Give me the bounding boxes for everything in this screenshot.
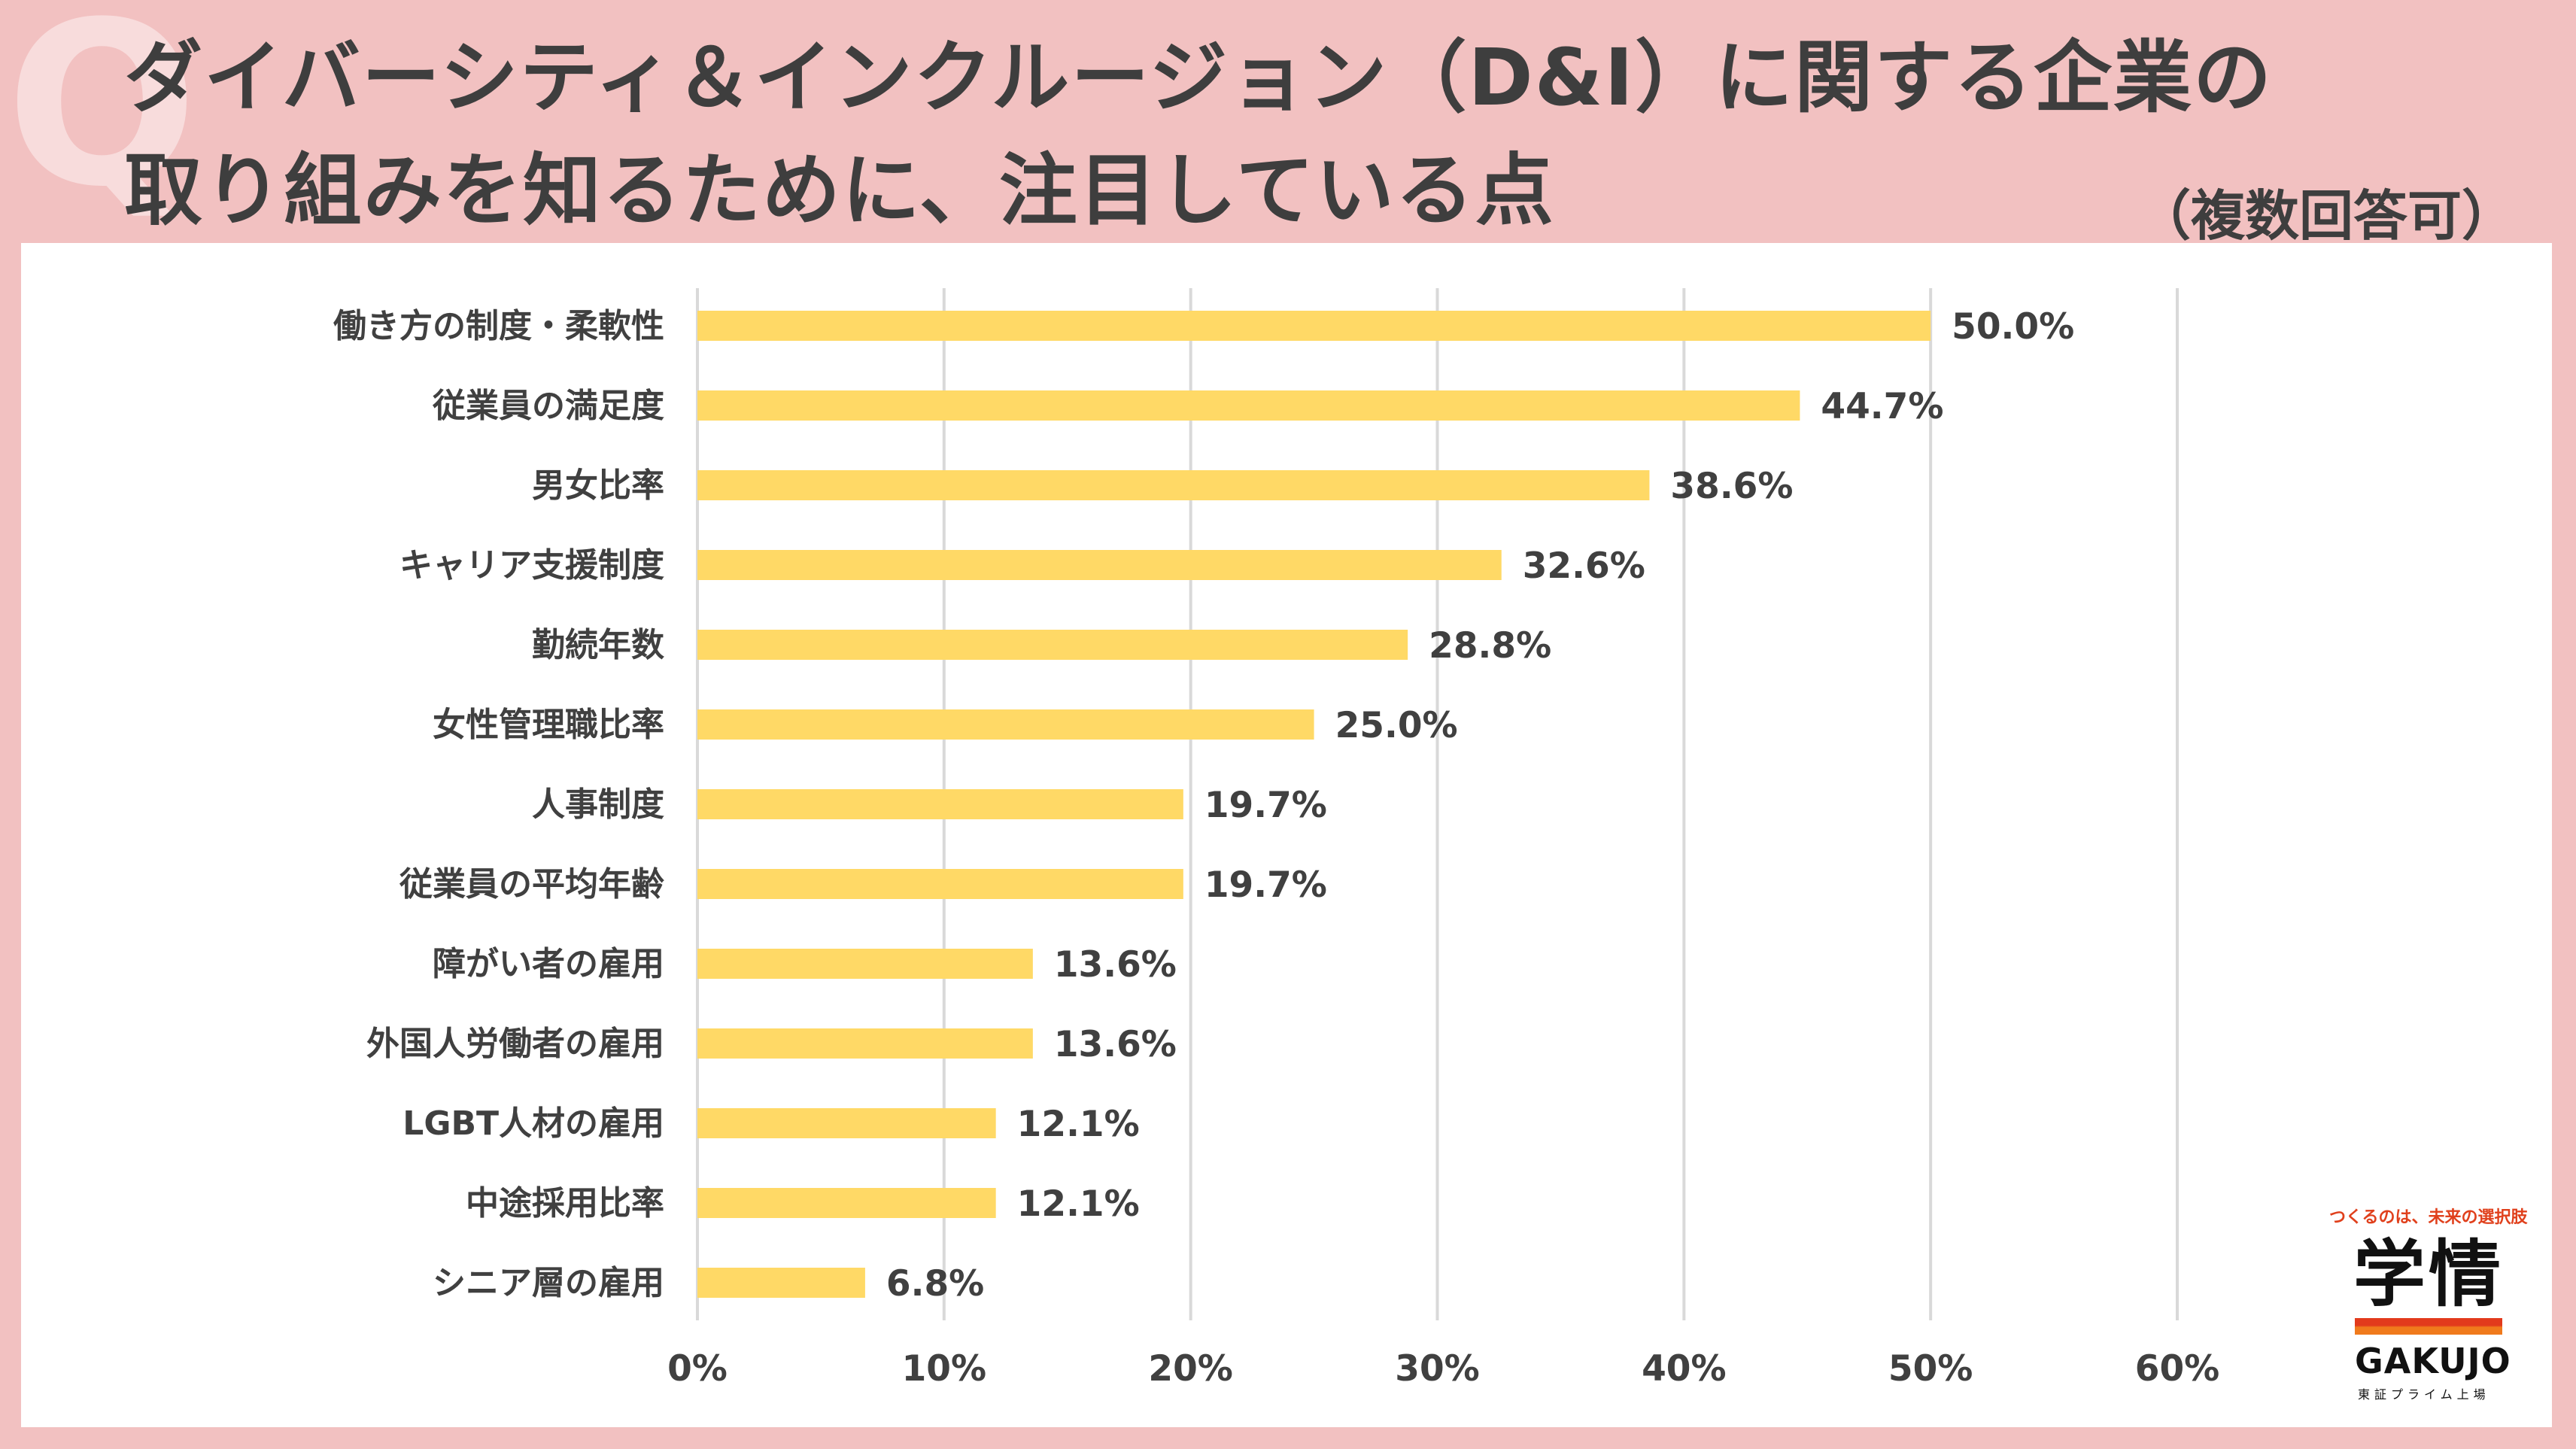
bar [697, 630, 1408, 660]
value-label: 12.1% [1017, 1104, 1140, 1145]
category-label: 中途採用比率 [466, 1184, 664, 1223]
x-tick-label: 0% [667, 1348, 728, 1390]
category-label: 勤続年数 [532, 626, 664, 664]
value-label: 19.7% [1204, 785, 1327, 826]
category-label: 従業員の満足度 [432, 387, 664, 425]
category-label: 障がい者の雇用 [433, 945, 664, 983]
value-label: 50.0% [1952, 306, 2074, 348]
category-label: LGBT人材の雇用 [402, 1104, 664, 1143]
category-label: キャリア支援制度 [399, 546, 664, 585]
bars [697, 311, 1931, 1298]
bar [697, 789, 1183, 819]
value-label: 32.6% [1523, 545, 1645, 587]
bar [697, 1188, 996, 1218]
category-label: 従業員の平均年齢 [399, 865, 664, 904]
bar [697, 311, 1931, 341]
x-tick-label: 50% [1888, 1348, 1973, 1390]
value-label: 44.7% [1821, 386, 1943, 427]
category-label: 外国人労働者の雇用 [366, 1025, 664, 1063]
x-tick-label: 30% [1395, 1348, 1480, 1390]
value-label: 12.1% [1017, 1183, 1140, 1225]
bar [697, 1268, 865, 1298]
value-label: 6.8% [886, 1263, 984, 1305]
category-labels: 働き方の制度・柔軟性従業員の満足度男女比率キャリア支援制度勤続年数女性管理職比率… [333, 307, 664, 1302]
page-subtitle: （複数回答可） [2136, 184, 2516, 248]
value-label: 25.0% [1335, 705, 1458, 746]
bar [697, 1028, 1033, 1059]
category-label: 男女比率 [532, 466, 664, 505]
value-label: 13.6% [1054, 1024, 1177, 1065]
page-title-line-1: ダイバーシティ＆インクルージョン（D&I）に関する企業の [124, 32, 2274, 123]
x-tick-label: 60% [2135, 1348, 2220, 1390]
logo-subtext: 東証プライム上場 [2358, 1387, 2490, 1402]
bar [697, 869, 1183, 899]
q-watermark: Q [6, 0, 199, 236]
value-label: 19.7% [1204, 864, 1327, 906]
chart-panel: 働き方の制度・柔軟性従業員の満足度男女比率キャリア支援制度勤続年数女性管理職比率… [21, 243, 2552, 1427]
value-labels: 50.0%44.7%38.6%32.6%28.8%25.0%19.7%19.7%… [886, 306, 2074, 1305]
bar-chart: 働き方の制度・柔軟性従業員の満足度男女比率キャリア支援制度勤続年数女性管理職比率… [333, 288, 2219, 1390]
logo-name: GAKUJO [2355, 1341, 2511, 1381]
category-label: 人事制度 [532, 785, 664, 824]
category-label: 女性管理職比率 [433, 706, 664, 744]
x-axis-ticks: 0% 10% 20% 30% 40% 50% 60% [667, 1348, 2219, 1390]
bar [697, 709, 1314, 740]
value-label: 28.8% [1429, 625, 1551, 667]
value-label: 13.6% [1054, 944, 1177, 986]
logo-mark: 学情 [2353, 1232, 2504, 1317]
bar [697, 550, 1502, 580]
gakujo-logo: つくるのは、未来の選択肢 学情 GAKUJO 東証プライム上場 [2316, 1204, 2556, 1407]
bar [697, 1108, 996, 1138]
bar [697, 949, 1033, 979]
logo-accent-bar [2355, 1318, 2502, 1335]
logo-tagline: つくるのは、未来の選択肢 [2329, 1208, 2528, 1227]
x-tick-label: 10% [902, 1348, 987, 1390]
bar [697, 470, 1650, 500]
page-title-line-2: 取り組みを知るために、注目している点 [124, 144, 1555, 236]
x-tick-label: 20% [1148, 1348, 1233, 1390]
x-tick-label: 40% [1642, 1348, 1727, 1390]
category-label: 働き方の制度・柔軟性 [333, 307, 664, 345]
category-label: シニア層の雇用 [433, 1264, 664, 1302]
bar [697, 390, 1800, 421]
value-label: 38.6% [1670, 466, 1793, 507]
